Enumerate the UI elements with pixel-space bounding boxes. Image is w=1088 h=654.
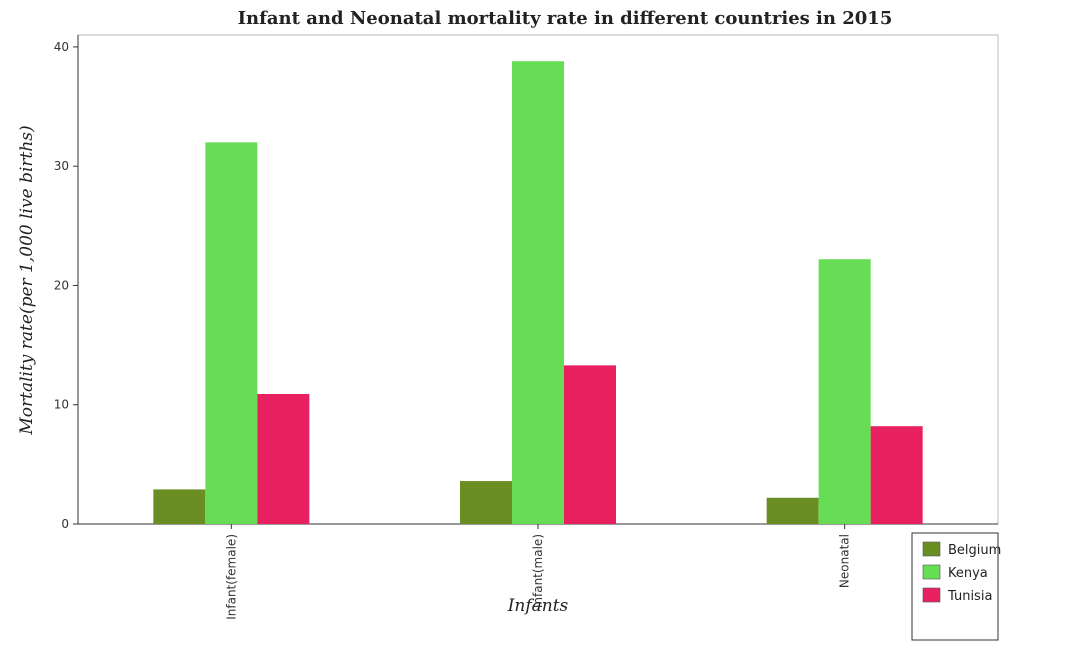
y-tick-label: 10 xyxy=(54,398,69,412)
bar-tunisia-1 xyxy=(564,365,616,524)
x-axis-label: Infants xyxy=(507,596,569,616)
bar-tunisia-0 xyxy=(257,393,310,524)
bar-kenya-2 xyxy=(818,259,871,524)
bar-belgium-2 xyxy=(766,497,819,524)
bar-kenya-1 xyxy=(512,61,564,525)
x-axis: Infant(female) Infant(male) Neonatal xyxy=(78,523,998,620)
bar-belgium-1 xyxy=(460,481,512,524)
legend-label-tunisia: Tunisia xyxy=(947,589,992,604)
y-axis: 0 10 20 30 40 xyxy=(54,35,79,531)
bars xyxy=(153,61,923,525)
legend-label-kenya: Kenya xyxy=(948,566,988,581)
x-tick-label: Infant(male) xyxy=(531,534,545,608)
x-tick-label: Infant(female) xyxy=(224,534,238,620)
chart-title: Infant and Neonatal mortality rate in di… xyxy=(238,8,893,29)
legend-swatch-belgium xyxy=(922,541,941,557)
y-tick-label: 40 xyxy=(54,40,69,54)
legend-swatch-kenya xyxy=(922,564,941,580)
bar-kenya-0 xyxy=(205,142,258,524)
legend-label-belgium: Belgium xyxy=(948,543,1001,558)
y-axis-label: Mortality rate(per 1,000 live births) xyxy=(17,125,37,435)
bar-belgium-0 xyxy=(153,489,206,524)
bar-tunisia-2 xyxy=(870,426,923,524)
y-tick-label: 30 xyxy=(54,159,69,173)
legend: Belgium Kenya Tunisia xyxy=(911,532,1001,641)
y-tick-label: 20 xyxy=(54,278,69,292)
x-tick-label: Neonatal xyxy=(838,534,852,588)
legend-swatch-tunisia xyxy=(922,587,941,603)
y-tick-label: 0 xyxy=(61,517,69,531)
